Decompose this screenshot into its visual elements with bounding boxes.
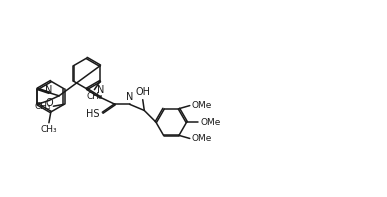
Text: OH: OH <box>135 87 150 97</box>
Text: CH₃: CH₃ <box>35 102 51 111</box>
Text: OMe: OMe <box>192 134 212 143</box>
Text: O: O <box>45 98 53 108</box>
Text: N: N <box>45 85 53 95</box>
Text: N: N <box>126 92 133 102</box>
Text: OMe: OMe <box>192 101 212 110</box>
Text: N: N <box>97 85 104 95</box>
Text: CH₃: CH₃ <box>86 92 103 101</box>
Text: HS: HS <box>86 109 99 119</box>
Text: CH₃: CH₃ <box>41 125 57 135</box>
Text: OMe: OMe <box>200 118 221 126</box>
